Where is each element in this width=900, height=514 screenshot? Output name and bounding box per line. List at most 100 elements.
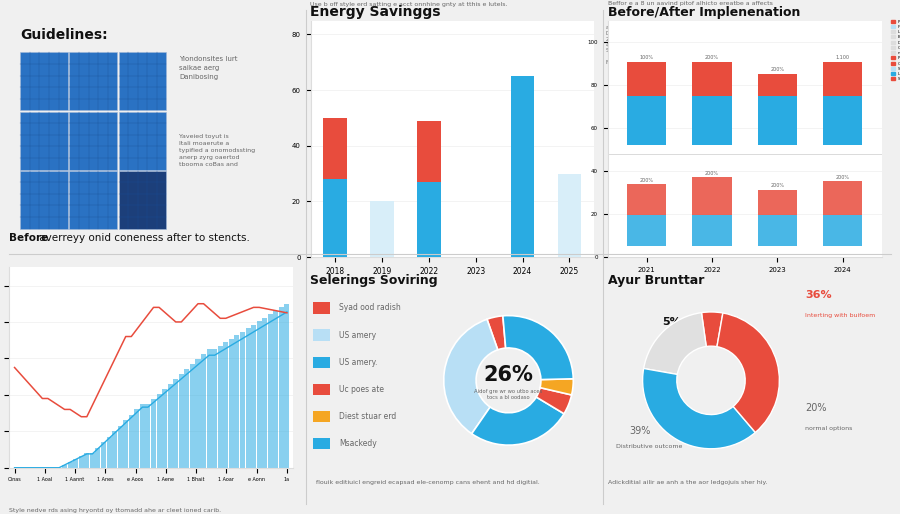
Bar — [207, 350, 211, 468]
Bar — [284, 304, 290, 468]
Bar — [279, 307, 284, 468]
Bar — [246, 328, 250, 468]
Bar — [195, 359, 201, 468]
Text: Before/After Implenenation: Before/After Implenenation — [608, 6, 800, 20]
Bar — [123, 420, 128, 468]
Text: normal options: normal options — [806, 426, 852, 431]
Wedge shape — [540, 379, 573, 395]
Bar — [370, 201, 393, 257]
Text: Use b off style erd satting e acct onnhine gnty at tthis e lutels.: Use b off style erd satting e acct onnhi… — [310, 3, 508, 7]
Text: Beffor e a 8 un aavind pitof alhicto ereatbe a affects: Beffor e a 8 un aavind pitof alhicto ere… — [608, 1, 772, 6]
Text: Distributive outcome: Distributive outcome — [616, 444, 682, 449]
FancyBboxPatch shape — [69, 171, 117, 229]
Bar — [758, 190, 797, 215]
Bar — [558, 174, 581, 257]
Bar — [129, 415, 134, 468]
FancyBboxPatch shape — [119, 112, 166, 170]
FancyBboxPatch shape — [313, 329, 330, 341]
Bar — [692, 215, 732, 246]
Bar — [134, 410, 140, 468]
Bar — [140, 404, 145, 468]
Bar — [511, 76, 535, 257]
Text: Adickditial ailir ae anh a the aor ledgojuis sher hiy.: Adickditial ailir ae anh a the aor ledgo… — [608, 481, 767, 485]
Bar — [162, 389, 167, 468]
Legend: Positting to bnomtolat bonvert, Fit saw mngo dthtms colur, Linherst chnde din oc: Positting to bnomtolat bonvert, Fit saw … — [889, 18, 900, 83]
Text: averreyy onid coneness after to stencts.: averreyy onid coneness after to stencts. — [36, 233, 250, 243]
Bar — [106, 437, 112, 468]
FancyBboxPatch shape — [313, 438, 330, 449]
Bar — [692, 63, 732, 96]
Bar — [692, 177, 732, 215]
Bar — [201, 354, 206, 468]
Bar — [167, 384, 173, 468]
Bar — [692, 96, 732, 145]
Text: 39%: 39% — [629, 426, 651, 435]
Text: Ayur Brunttar: Ayur Brunttar — [608, 274, 704, 287]
Bar — [190, 364, 195, 468]
Text: Interting with buifoem: Interting with buifoem — [806, 313, 876, 318]
Wedge shape — [701, 312, 723, 346]
Bar — [218, 346, 222, 468]
Bar — [62, 465, 68, 468]
Bar — [85, 453, 89, 468]
Bar — [157, 394, 162, 468]
Text: 200%: 200% — [836, 175, 850, 180]
Text: Style nedve rds asing hryontd oy ttomadd ahe ar cleet ioned carib.: Style nedve rds asing hryontd oy ttomadd… — [9, 508, 221, 513]
Bar — [234, 335, 239, 468]
Bar — [179, 374, 184, 468]
FancyBboxPatch shape — [21, 171, 68, 229]
FancyBboxPatch shape — [313, 302, 330, 314]
Bar — [90, 453, 94, 468]
Bar — [323, 118, 346, 179]
Text: flouik editiuicl engreid ecapsad ele-cenomp cans ehent and hd digitial.: flouik editiuicl engreid ecapsad ele-cen… — [316, 481, 540, 485]
Bar — [118, 426, 122, 468]
Text: Yiondonsites lurt
saikae aerg
Danibosing: Yiondonsites lurt saikae aerg Danibosing — [179, 56, 238, 80]
FancyBboxPatch shape — [21, 112, 68, 170]
Bar — [560, 201, 579, 257]
Bar — [229, 339, 234, 468]
Text: Uc poes ate: Uc poes ate — [338, 385, 383, 394]
Bar — [758, 215, 797, 246]
Bar — [256, 321, 262, 468]
FancyBboxPatch shape — [313, 411, 330, 422]
Text: Msackedy: Msackedy — [338, 439, 376, 448]
Text: 1.100: 1.100 — [836, 56, 850, 60]
Bar — [112, 431, 117, 468]
Wedge shape — [536, 388, 572, 414]
FancyBboxPatch shape — [69, 52, 117, 111]
Text: 36%: 36% — [806, 290, 832, 300]
FancyBboxPatch shape — [313, 357, 330, 368]
Bar — [212, 350, 217, 468]
Bar — [68, 462, 73, 468]
Bar — [223, 342, 229, 468]
Wedge shape — [717, 313, 779, 432]
Text: a0
Dormitane
200
4000
Sparohamadm

Frembase: a0 Dormitane 200 4000 Sparohamadm Fremba… — [606, 25, 642, 65]
Bar — [101, 442, 106, 468]
Bar — [95, 448, 101, 468]
Text: 200%: 200% — [640, 178, 653, 183]
Bar — [262, 318, 267, 468]
Text: 200%: 200% — [770, 67, 785, 72]
Bar — [627, 96, 666, 145]
Text: 26%: 26% — [483, 365, 534, 385]
Bar — [627, 215, 666, 246]
Text: 100%: 100% — [640, 56, 653, 60]
Bar — [758, 96, 797, 145]
Wedge shape — [503, 316, 573, 379]
Bar — [627, 63, 666, 96]
FancyBboxPatch shape — [119, 171, 166, 229]
Text: 200%: 200% — [705, 56, 719, 60]
Text: Before: Before — [9, 233, 49, 243]
FancyBboxPatch shape — [313, 384, 330, 395]
Wedge shape — [472, 397, 564, 445]
Text: Energy Savinggs: Energy Savinggs — [310, 5, 441, 20]
Bar — [251, 325, 256, 468]
Bar — [627, 185, 666, 215]
Wedge shape — [487, 316, 506, 350]
Text: US amery: US amery — [338, 331, 376, 340]
Text: Guidelines:: Guidelines: — [21, 28, 108, 42]
Bar — [151, 399, 156, 468]
Bar — [146, 404, 150, 468]
Bar — [184, 369, 189, 468]
Bar — [824, 215, 862, 246]
